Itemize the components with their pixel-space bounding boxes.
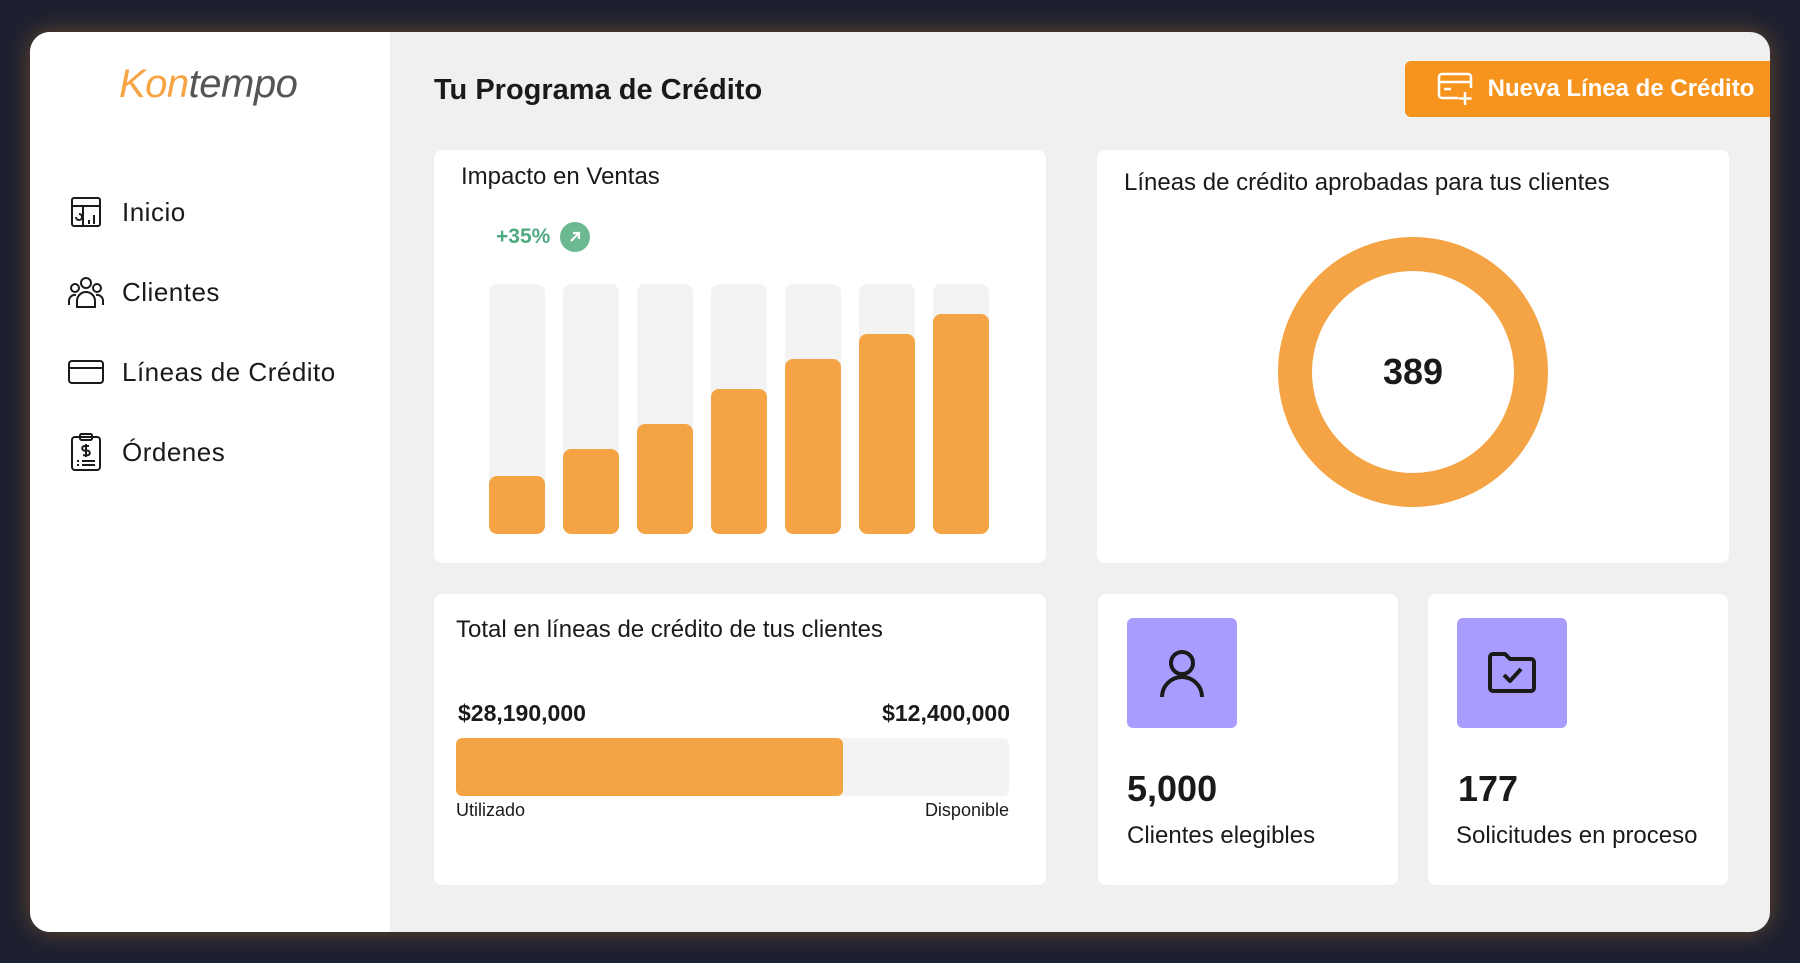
- folder-check-icon: [1457, 618, 1567, 728]
- bar-track: [859, 284, 915, 534]
- approved-credit-lines-count: 389: [1382, 351, 1444, 392]
- credit-card-icon: [66, 352, 106, 392]
- available-amount: $12,400,000: [882, 700, 1010, 726]
- bar-track: [563, 284, 619, 534]
- approved-credit-lines-card: Líneas de crédito aprobadas para tus cli…: [1097, 150, 1729, 563]
- user-icon: [1127, 618, 1237, 728]
- bar-track: [637, 284, 693, 534]
- clipboard-invoice-icon: [66, 432, 106, 472]
- app-window: Kontempo Inicio: [30, 32, 1770, 932]
- bar-track: [489, 284, 545, 534]
- sales-impact-card: Impacto en Ventas +35%: [434, 150, 1046, 563]
- growth-value: +35%: [496, 225, 551, 248]
- bar: [489, 476, 545, 534]
- bar-track: [711, 284, 767, 534]
- growth-indicator: +35%: [496, 222, 591, 252]
- donut-chart: 389: [1277, 236, 1549, 508]
- sidebar-item-ordenes[interactable]: Órdenes: [66, 430, 366, 474]
- bar: [711, 389, 767, 534]
- bar: [563, 449, 619, 534]
- eligible-clients-value: 5,000: [1127, 768, 1218, 809]
- bar: [637, 424, 693, 534]
- logo[interactable]: Kontempo: [119, 62, 298, 106]
- sidebar-item-clientes[interactable]: Clientes: [66, 270, 366, 314]
- new-credit-line-label: Nueva Línea de Crédito: [1487, 75, 1755, 102]
- applications-in-process-label: Solicitudes en proceso: [1456, 822, 1698, 849]
- bar-track: [933, 284, 989, 534]
- used-amount: $28,190,000: [458, 700, 586, 726]
- card-add-icon: [1436, 71, 1474, 107]
- sales-impact-title: Impacto en Ventas: [461, 163, 660, 190]
- arrow-up-right-icon: [560, 222, 591, 252]
- eligible-clients-card: 5,000 Clientes elegibles: [1098, 594, 1398, 885]
- sidebar-item-inicio[interactable]: Inicio: [66, 190, 366, 234]
- dashboard-icon: [66, 192, 106, 232]
- bar: [933, 314, 989, 534]
- donut-ring: [1278, 237, 1548, 507]
- sidebar-item-label: Líneas de Crédito: [122, 356, 336, 387]
- eligible-clients-label: Clientes elegibles: [1127, 822, 1316, 849]
- used-label: Utilizado: [456, 800, 526, 820]
- sidebar-item-label: Clientes: [122, 276, 220, 307]
- credit-usage-progress: [456, 738, 1009, 796]
- new-credit-line-button[interactable]: Nueva Línea de Crédito: [1405, 61, 1770, 117]
- bar: [785, 359, 841, 534]
- applications-in-process-card: 177 Solicitudes en proceso: [1428, 594, 1728, 885]
- sidebar-item-label: Órdenes: [122, 436, 226, 467]
- approved-credit-lines-title: Líneas de crédito aprobadas para tus cli…: [1124, 169, 1610, 196]
- sales-bar-chart: [489, 284, 989, 534]
- sidebar-item-label: Inicio: [122, 196, 186, 227]
- users-icon: [66, 272, 106, 312]
- available-label: Disponible: [924, 800, 1009, 820]
- page-title: Tu Programa de Crédito: [434, 74, 763, 106]
- bar-track: [785, 284, 841, 534]
- total-credit-lines-title: Total en líneas de crédito de tus client…: [456, 616, 883, 643]
- sidebar: Kontempo Inicio: [30, 32, 390, 932]
- main-content: Tu Programa de Crédito Nueva Línea de Cr…: [390, 32, 1770, 932]
- applications-in-process-value: 177: [1458, 768, 1519, 809]
- credit-usage-fill: [456, 738, 844, 796]
- bar: [859, 334, 915, 534]
- sidebar-nav: Inicio Clientes: [66, 190, 366, 510]
- sidebar-item-lineas-de-credito[interactable]: Líneas de Crédito: [66, 350, 366, 394]
- total-credit-lines-card: Total en líneas de crédito de tus client…: [434, 594, 1046, 885]
